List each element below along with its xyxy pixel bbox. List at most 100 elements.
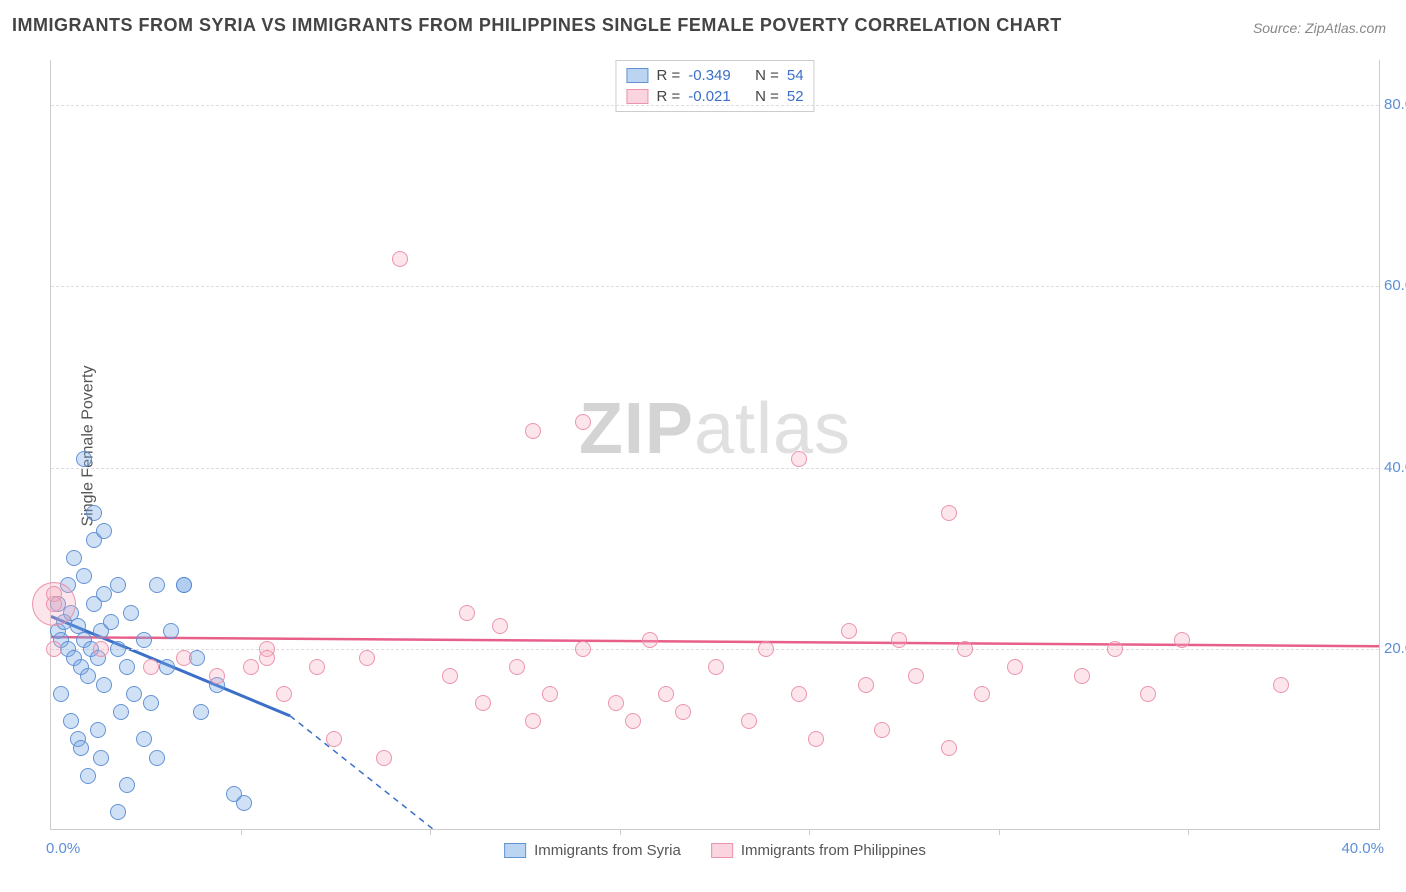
x-tick-mark [430, 829, 431, 835]
correlation-legend: R = -0.349 N = 54 R = -0.021 N = 52 [615, 60, 814, 112]
data-point [110, 577, 126, 593]
legend-row-series-b: R = -0.021 N = 52 [626, 86, 803, 107]
legend-row-series-a: R = -0.349 N = 54 [626, 65, 803, 86]
data-point [1140, 686, 1156, 702]
x-tick-mark [999, 829, 1000, 835]
x-tick-mark [1188, 829, 1189, 835]
data-point [126, 686, 142, 702]
data-point [110, 804, 126, 820]
data-point [359, 650, 375, 666]
gridline [51, 105, 1379, 106]
data-point [63, 713, 79, 729]
plot-area: ZIPatlas R = -0.349 N = 54 R = -0.021 N … [50, 60, 1380, 830]
y-tick-label: 20.0% [1384, 640, 1406, 657]
data-point [113, 704, 129, 720]
data-point [309, 659, 325, 675]
data-point [608, 695, 624, 711]
legend-item-series-a: Immigrants from Syria [504, 842, 681, 859]
data-point [542, 686, 558, 702]
data-point [475, 695, 491, 711]
data-point [143, 659, 159, 675]
data-point [791, 686, 807, 702]
data-point [1107, 641, 1123, 657]
data-point [93, 750, 109, 766]
data-point [758, 641, 774, 657]
data-point [276, 686, 292, 702]
y-tick-label: 80.0% [1384, 96, 1406, 113]
data-point [1007, 659, 1023, 675]
data-point [259, 650, 275, 666]
data-point [46, 641, 62, 657]
x-tick-mark [241, 829, 242, 835]
y-tick-label: 60.0% [1384, 277, 1406, 294]
data-point [243, 659, 259, 675]
gridline [51, 649, 1379, 650]
data-point [136, 731, 152, 747]
legend-item-series-b: Immigrants from Philippines [711, 842, 926, 859]
data-point [891, 632, 907, 648]
data-point [509, 659, 525, 675]
data-point [376, 750, 392, 766]
chart-title: IMMIGRANTS FROM SYRIA VS IMMIGRANTS FROM… [12, 15, 1062, 36]
data-point [236, 795, 252, 811]
data-point [858, 677, 874, 693]
gridline [51, 286, 1379, 287]
x-axis-min-label: 0.0% [46, 840, 80, 857]
data-point [86, 505, 102, 521]
data-point [119, 777, 135, 793]
data-point [908, 668, 924, 684]
data-point [525, 713, 541, 729]
data-point [1273, 677, 1289, 693]
swatch-blue-icon [504, 843, 526, 858]
data-point [459, 605, 475, 621]
data-point [163, 623, 179, 639]
data-point [136, 632, 152, 648]
x-tick-mark [620, 829, 621, 835]
data-point [193, 704, 209, 720]
data-point [80, 668, 96, 684]
data-point [658, 686, 674, 702]
data-point [442, 668, 458, 684]
gridline [51, 468, 1379, 469]
data-point [123, 605, 139, 621]
data-point [841, 623, 857, 639]
source-label: Source: ZipAtlas.com [1253, 20, 1386, 36]
swatch-blue-icon [626, 68, 648, 83]
data-point [76, 568, 92, 584]
data-point [874, 722, 890, 738]
regression-lines [51, 60, 1379, 829]
data-point [525, 423, 541, 439]
data-point [209, 668, 225, 684]
data-point [96, 677, 112, 693]
data-point [575, 414, 591, 430]
data-point [66, 550, 82, 566]
data-point [392, 251, 408, 267]
x-tick-mark [809, 829, 810, 835]
data-point [941, 740, 957, 756]
data-point [103, 614, 119, 630]
data-point [149, 750, 165, 766]
data-point [76, 451, 92, 467]
data-point [941, 505, 957, 521]
watermark: ZIPatlas [579, 388, 851, 470]
data-point [1074, 668, 1090, 684]
data-point [625, 713, 641, 729]
data-point [808, 731, 824, 747]
data-point [326, 731, 342, 747]
data-point [93, 641, 109, 657]
data-point [642, 632, 658, 648]
x-axis-max-label: 40.0% [1341, 840, 1384, 857]
y-tick-label: 40.0% [1384, 459, 1406, 476]
data-point [149, 577, 165, 593]
data-point [575, 641, 591, 657]
data-point [675, 704, 691, 720]
swatch-pink-icon [711, 843, 733, 858]
data-point [96, 523, 112, 539]
swatch-pink-icon [626, 89, 648, 104]
data-point [80, 768, 96, 784]
data-point [96, 586, 112, 602]
data-point [741, 713, 757, 729]
data-point [974, 686, 990, 702]
data-point [176, 577, 192, 593]
data-point [119, 659, 135, 675]
